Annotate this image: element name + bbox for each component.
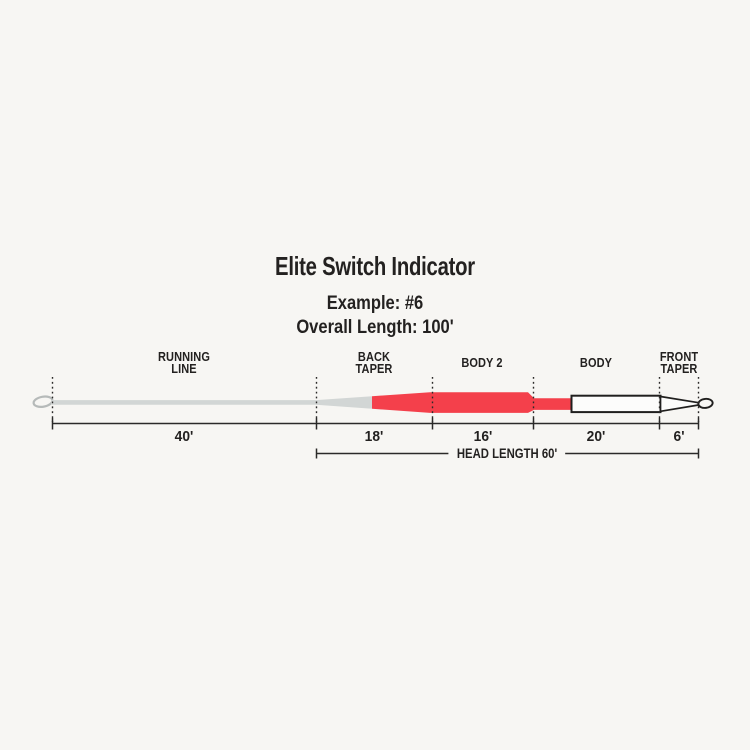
welded-loop-front-icon xyxy=(697,397,714,409)
front-taper-segment xyxy=(659,395,700,413)
section-label-body: BODY xyxy=(579,355,613,370)
dimension-label-body2: 16' xyxy=(473,428,493,445)
section-label-back-taper: BACK TAPER xyxy=(355,349,393,376)
head-length-label: HEAD LENGTH 60' xyxy=(448,446,566,461)
welded-loop-back-icon xyxy=(32,395,54,408)
section-dimension-line xyxy=(51,418,700,430)
page-title: Elite Switch Indicator xyxy=(275,251,475,281)
dimension-label-body: 20' xyxy=(586,428,606,445)
section-label-body2: BODY 2 xyxy=(461,355,503,370)
overall-length-label: Overall Length: 100' xyxy=(296,317,454,338)
dimension-label-running-line: 40' xyxy=(174,428,194,445)
dimension-label-back-taper: 18' xyxy=(364,428,384,445)
body-white-segment xyxy=(570,394,662,414)
section-label-front-taper: FRONT TAPER xyxy=(659,349,699,376)
running-line-segment xyxy=(51,400,317,405)
body2-red-segment xyxy=(372,392,572,413)
dimension-label-front-taper: 6' xyxy=(673,428,685,445)
section-label-running-line: RUNNING LINE xyxy=(158,349,210,376)
back-taper-gray-segment xyxy=(316,396,372,409)
example-line-weight-label: Example: #6 xyxy=(326,293,424,314)
